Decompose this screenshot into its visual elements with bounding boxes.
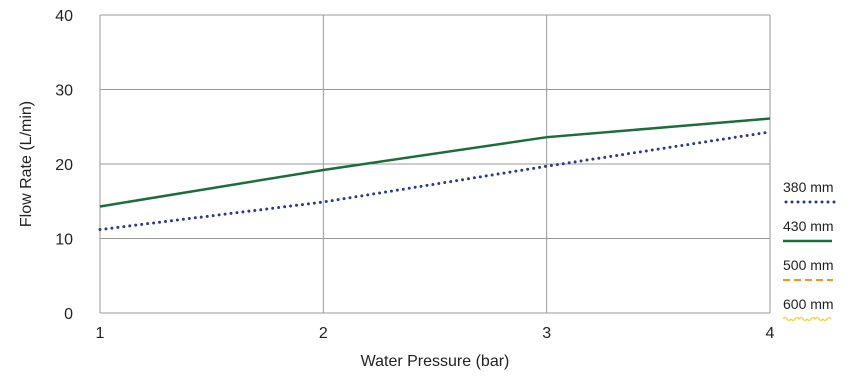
y-tick-label: 0 xyxy=(64,306,73,323)
x-tick-label: 3 xyxy=(542,325,551,342)
x-tick-label: 4 xyxy=(766,325,775,342)
x-tick-label: 1 xyxy=(96,325,105,342)
legend-label: 600 mm xyxy=(783,296,834,312)
series-line-380-mm xyxy=(98,130,772,232)
y-tick-label: 40 xyxy=(55,8,73,25)
series-line-430-mm xyxy=(99,117,771,208)
x-axis-title: Water Pressure (bar) xyxy=(361,353,510,370)
legend-swatch xyxy=(782,316,832,322)
legend-label: 430 mm xyxy=(783,218,834,234)
y-tick-label: 10 xyxy=(55,232,73,249)
y-tick-label: 20 xyxy=(55,157,73,174)
legend-label: 500 mm xyxy=(783,257,834,273)
chart-grid xyxy=(99,14,771,314)
chart-legend: 380 mm 430 mm 500 mm 600 mm xyxy=(782,179,841,322)
tick-labels: 0 10 20 30 40 1 2 3 4 xyxy=(55,8,774,342)
x-tick-label: 2 xyxy=(319,325,328,342)
legend-label: 380 mm xyxy=(783,179,834,195)
y-axis-title: Flow Rate (L/min) xyxy=(18,101,35,227)
y-tick-label: 30 xyxy=(55,83,73,100)
chart-series xyxy=(98,117,772,232)
